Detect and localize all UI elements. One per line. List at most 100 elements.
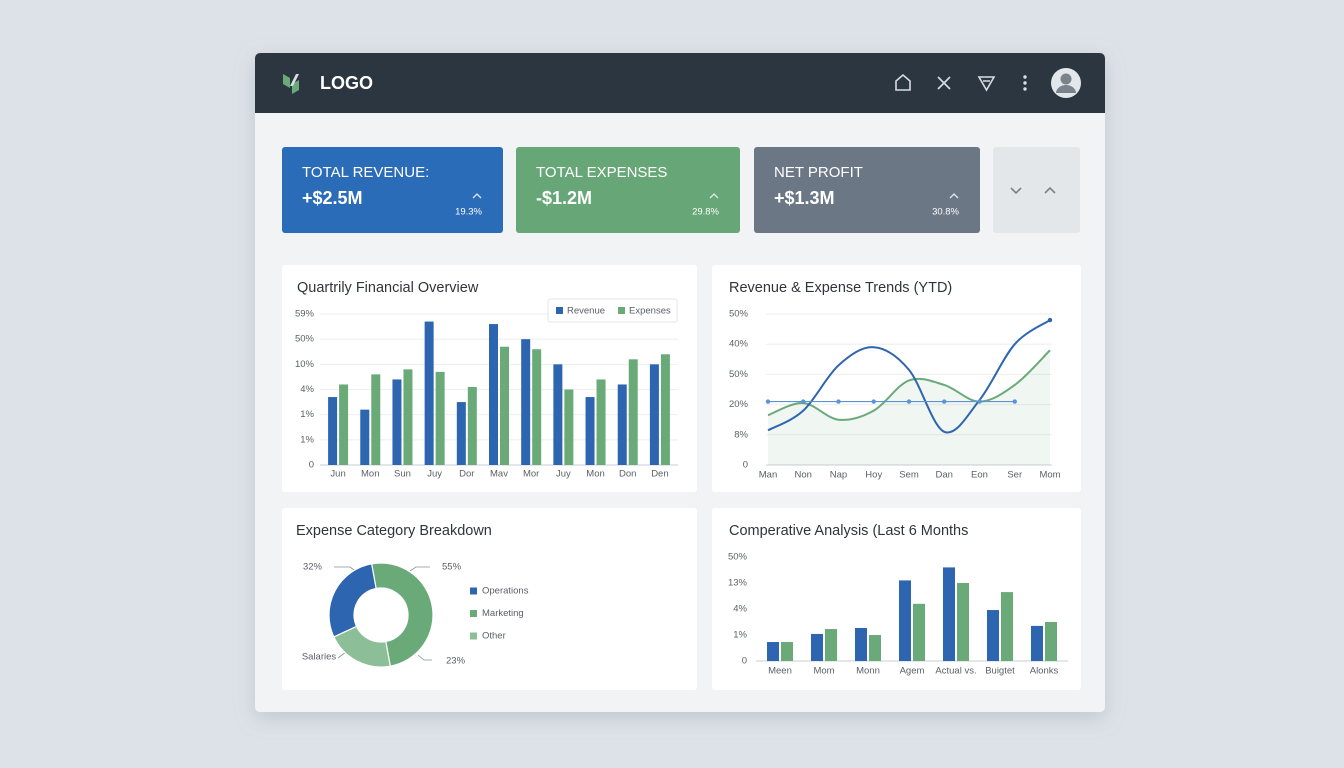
slice-label: 32% [303,562,323,573]
bar [392,379,402,465]
bar [767,642,779,661]
legend-label: Expenses [629,306,671,317]
bar [617,384,627,465]
bar [913,603,925,661]
point [801,399,806,404]
legend-swatch [556,307,563,314]
kpi-label: TOTAL EXPENSES [536,164,667,181]
x-tick-label: Actual vs. [935,666,976,677]
chart-title: Revenue & Expense Trends (YTD) [729,280,952,296]
bar [1031,625,1043,661]
kpi-change: 30.8% [932,207,959,218]
bar [811,633,823,661]
x-tick-label: Mor [523,469,539,480]
chevrons[interactable] [1010,186,1056,195]
bar [553,364,563,465]
legend-label: Marketing [482,608,524,619]
x-tick-label: Jun [330,469,345,480]
y-tick-label: 0 [742,656,747,667]
kpi-toggle[interactable] [993,147,1080,233]
x-tick-label: Ser [1007,470,1022,481]
filter-icon[interactable] [977,76,996,92]
x-tick-label: Mon [586,469,604,480]
menu-icon[interactable] [1023,75,1027,91]
y-tick-label: 8% [734,429,748,440]
bar [899,580,911,661]
bar [869,635,881,661]
x-tick-label: Man [759,470,777,481]
close-icon[interactable] [937,76,951,90]
kpi-change: 19.3% [455,207,482,218]
line [767,319,1051,434]
legend-swatch [470,610,477,617]
chart-title: Expense Category Breakdown [296,523,492,539]
legend-swatch [618,307,626,314]
kpi-texts: TOTAL REVENUE: +$2.5M 19.3% TOTAL EXPENS… [302,164,960,218]
bar [339,384,349,465]
logo-icon [283,74,299,94]
bar [855,627,867,661]
bar [424,321,434,465]
kpi-arrows [472,193,959,199]
bar [467,386,477,465]
x-tick-label: Dan [936,470,953,481]
y-tick-label: 59% [295,309,315,320]
x-tick-label: Buigtet [985,666,1015,677]
legend-swatch [470,587,477,595]
avatar[interactable] [1051,68,1081,98]
kpi-label: TOTAL REVENUE: [302,164,429,181]
y-tick-label: 50% [729,369,749,380]
x-tick-label: Sun [394,469,411,480]
point [977,399,982,404]
kpi-card[interactable] [282,147,503,233]
point [871,399,876,404]
y-tick-label: 40% [729,339,749,350]
bar [943,567,955,661]
bar [987,610,999,661]
kpi-card[interactable] [754,147,980,233]
chart-title: Comperative Analysis (Last 6 Months [729,523,968,539]
y-tick-label: 1% [300,434,314,445]
kpi-label: NET PROFIT [774,164,863,181]
home-icon[interactable] [895,73,911,91]
x-tick-label: Mon [361,469,379,480]
y-tick-label: 1% [300,409,314,420]
x-tick-label: Dor [459,469,474,480]
bar [371,374,381,465]
x-tick-label: Mom [813,666,834,677]
bar [500,346,509,465]
kpi-card[interactable] [516,147,740,233]
x-tick-label: Agem [900,666,925,677]
x-tick-label: Non [795,470,812,481]
point [906,399,912,404]
point [1012,399,1017,404]
slice-label: 55% [442,562,462,573]
legend-label: Other [482,631,506,642]
point [1047,317,1053,323]
bar [328,397,338,465]
y-tick-label: 13% [728,578,748,589]
x-tick-label: Monn [856,666,880,677]
bar [957,583,969,661]
header-bar [255,53,1105,113]
bar [585,397,595,465]
kpi-change: 29.8% [692,207,719,218]
x-tick-label: Den [651,469,668,480]
y-tick-label: 20% [729,399,749,410]
bar [532,349,542,465]
bar [360,409,370,465]
bar [596,379,606,465]
legend-swatch [470,632,477,640]
pie-slice [371,562,434,667]
bar [660,354,670,465]
kpi-value: -$1.2M [536,188,592,208]
y-tick-label: 4% [300,384,314,395]
kpi-value: +$2.5M [302,188,363,208]
x-tick-label: Mav [490,469,508,480]
bar [825,629,837,661]
y-tick-label: 1% [733,630,747,641]
bar [435,371,445,465]
y-tick-label: 10% [295,359,315,370]
bar [403,369,413,465]
